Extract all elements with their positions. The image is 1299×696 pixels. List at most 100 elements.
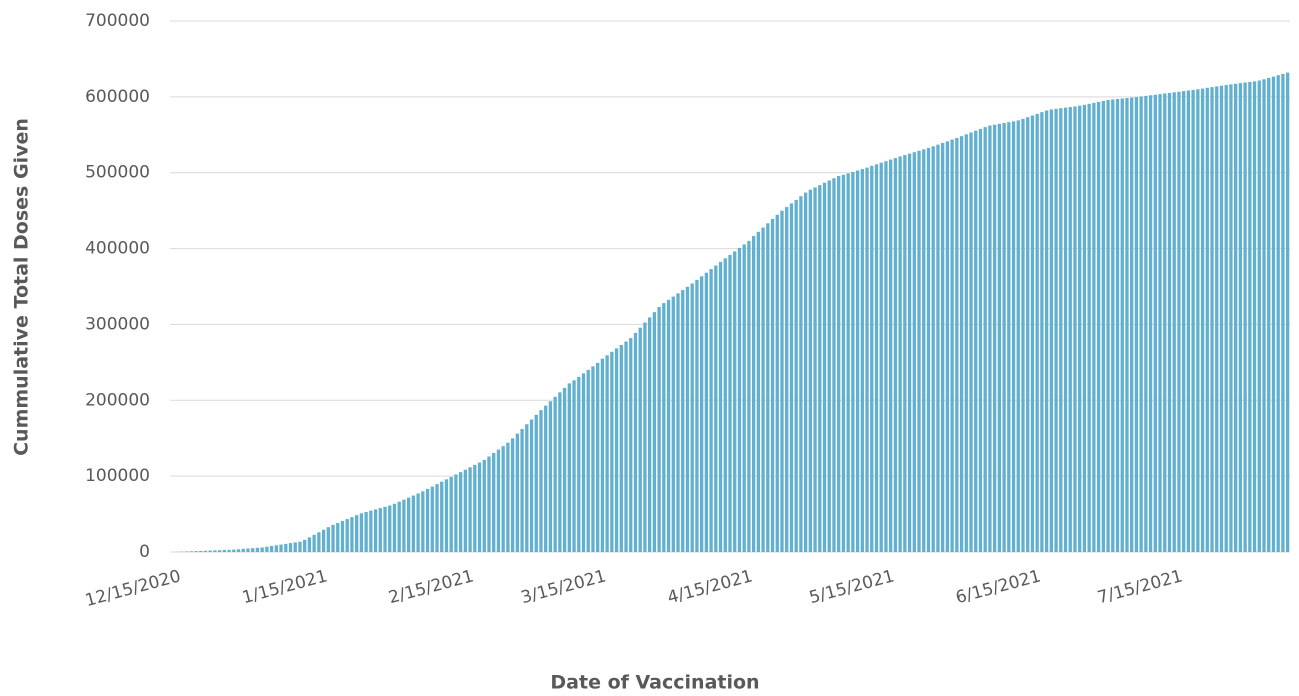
bar [246,548,250,552]
bar [1271,76,1276,553]
bar [340,520,345,552]
bar [1219,85,1224,552]
bar [581,373,586,552]
bar [1234,83,1238,552]
bar [355,515,359,552]
bar [1252,81,1257,552]
bar [1044,110,1049,553]
bar [364,512,368,552]
bar [525,424,529,552]
bar [1200,88,1205,552]
bar [865,167,869,553]
bar [893,158,898,552]
bar [1172,92,1176,552]
bar [440,481,444,552]
bar [657,306,661,552]
bar [695,279,699,552]
bar [643,322,647,552]
bar [1257,80,1261,553]
bar [350,517,354,552]
y-tick-label: 600000 [85,87,150,107]
bar [685,286,690,552]
bar [1139,96,1143,553]
bar [586,369,590,552]
bar [992,124,997,552]
bar [482,459,486,552]
bar [780,210,784,552]
bar [1092,102,1096,552]
bar [1163,93,1167,552]
bar [562,387,567,552]
bar [1016,120,1020,552]
bar [1021,118,1025,552]
bar [931,146,935,553]
bar [1210,87,1214,552]
bar [1196,89,1200,553]
bar [855,170,860,552]
bar [577,376,581,552]
bar [1285,72,1290,552]
bar [945,141,950,552]
bar [671,296,675,552]
bar [298,541,302,552]
bar [255,547,260,552]
bar [199,550,203,552]
bar [751,236,756,552]
bar [392,503,397,552]
bar [1130,97,1134,552]
bar [435,484,439,552]
bar [591,366,595,552]
bar [1243,82,1247,552]
bar [728,254,732,553]
bar [785,207,789,552]
bar [1167,92,1172,553]
bar [1276,75,1280,552]
bar [492,453,496,552]
bar [241,548,245,552]
bar [723,258,727,552]
bar [959,136,964,553]
bar [406,497,411,552]
x-tick-label: 4/15/2021 [665,566,754,608]
bar [1125,97,1129,553]
bar [303,539,307,552]
bar [487,456,491,552]
bar [666,299,671,552]
bar [870,165,874,552]
bar [676,293,680,552]
bar [454,474,458,552]
bar [1186,90,1191,553]
bar [827,180,831,552]
bar [184,551,189,552]
bar [690,283,694,552]
bar [1040,112,1044,552]
bar [756,231,761,552]
bar [718,261,723,552]
bar [284,543,288,552]
bar [444,479,449,552]
y-tick-label: 100000 [85,466,150,486]
x-tick-label: 1/15/2021 [240,566,329,608]
bar [274,545,278,552]
bar [950,139,954,553]
bar [709,269,713,552]
bar [265,546,269,552]
bar [534,414,538,552]
bar [926,147,931,552]
bar [941,142,945,553]
bar [737,247,742,552]
bar [501,446,505,552]
x-axis-title: Date of Vaccination [550,672,759,694]
bar [997,123,1002,552]
bar [515,433,519,552]
bar [1191,89,1195,552]
bar [567,383,571,552]
bar [203,550,208,552]
bar [1101,100,1105,552]
bar [1205,87,1209,552]
bar [558,392,562,552]
bar [1078,105,1082,553]
bar [548,401,553,552]
bar [1059,108,1063,552]
